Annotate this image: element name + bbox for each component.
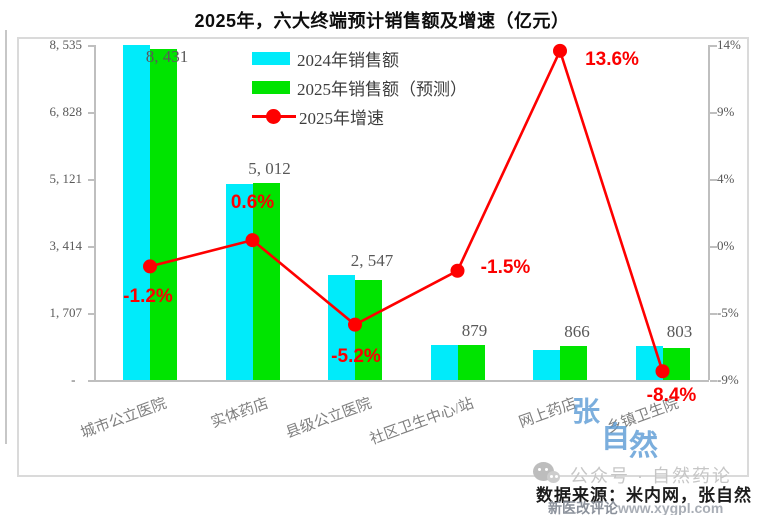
legend-item-growth: 2025年增速 [252, 102, 467, 131]
bar-value-label: 5, 012 [248, 159, 291, 179]
growth-point-1 [143, 259, 157, 274]
growth-value-label: -5.2% [331, 345, 381, 367]
right-axis-tick [710, 246, 717, 248]
legend-swatch-2024-icon [252, 52, 290, 65]
right-axis-tick-label: 0% [717, 238, 735, 253]
growth-point-3 [348, 317, 362, 332]
bar-value-label: 8, 431 [145, 47, 189, 66]
right-axis-tick [710, 112, 717, 114]
growth-value-label: -1.5% [480, 256, 531, 278]
y-axis-tick-label: 3, 414 [49, 238, 83, 253]
site-watermark: 新医改评论www.xygpl.com [548, 498, 723, 515]
legend-label-2024: 2024年销售额 [297, 51, 399, 70]
y-axis-tick-label: 6, 828 [49, 104, 83, 119]
legend-label-growth: 2025年增速 [299, 109, 384, 128]
chart-legend: 2024年销售额 2025年销售额（预测） 2025年增速 [252, 44, 467, 131]
bar-value-label: 2, 547 [350, 250, 394, 270]
bar-2025-4 [457, 345, 485, 380]
chart-title: 2025年，六大终端预计销售额及增速（亿元） [194, 11, 570, 31]
y-axis-tick-label: 1, 707 [49, 305, 83, 320]
right-axis-tick-label: -9% [717, 372, 739, 387]
y-axis-tick-label: 8, 535 [49, 37, 83, 52]
legend-swatch-2025-icon [252, 81, 290, 94]
watermark-blue-char-1: 张 [572, 397, 601, 428]
right-axis-tick-label: 4% [717, 171, 735, 186]
bar-2025-1 [150, 49, 177, 380]
bar-2024-2 [225, 184, 253, 380]
bar-2024-5 [533, 350, 560, 380]
y-axis-tick [88, 45, 95, 47]
right-axis-tick-label: 14% [717, 37, 741, 52]
y-axis-line [94, 45, 96, 380]
growth-value-label: -1.2% [123, 286, 173, 308]
bar-value-label: 879 [461, 320, 488, 340]
x-axis-line [94, 380, 709, 382]
y-axis-tick [88, 179, 95, 181]
growth-point-6 [655, 364, 670, 379]
legend-label-2025: 2025年销售额（预测） [297, 80, 467, 99]
right-axis-line [708, 45, 710, 380]
right-axis-tick [710, 380, 717, 382]
bar-value-label: 803 [666, 321, 693, 341]
right-axis-tick [710, 45, 717, 47]
right-axis-tick-label: 9% [717, 104, 735, 119]
y-axis-tick-label: - [71, 372, 82, 387]
growth-value-label: -8.4% [646, 385, 697, 407]
growth-point-5 [553, 43, 567, 58]
y-axis-tick [88, 246, 95, 248]
site-watermark-url: www.xygpl.com [618, 500, 724, 515]
data-source-note: 数据来源：米内网，张自然 [536, 486, 752, 505]
growth-point-2 [245, 233, 260, 248]
bar-2024-4 [430, 344, 458, 380]
watermark-blue-char-2: 自 [601, 422, 631, 454]
y-axis-tick [88, 112, 95, 114]
watermark-blue-char-3: 然 [629, 430, 659, 462]
window-edge-line [5, 30, 7, 444]
y-axis-tick [88, 313, 95, 315]
legend-item-2025: 2025年销售额（预测） [252, 73, 467, 102]
bar-2025-5 [560, 346, 587, 380]
growth-value-label: 13.6% [585, 48, 639, 70]
legend-line-marker-icon [252, 109, 296, 124]
wechat-icon [533, 462, 567, 486]
growth-line [149, 47, 664, 372]
wechat-watermark-text: 公众号 · 自然药论 [570, 466, 732, 486]
right-axis-tick [710, 313, 717, 315]
bar-value-label: 866 [564, 322, 590, 341]
growth-point-4 [450, 263, 465, 278]
y-axis-tick [88, 380, 95, 382]
bar-2025-2 [252, 183, 280, 380]
chart-frame [17, 37, 749, 477]
bar-2024-1 [123, 45, 150, 380]
site-watermark-name: 新医改评论 [548, 500, 618, 515]
legend-item-2024: 2024年销售额 [252, 44, 467, 73]
y-axis-tick-label: 5, 121 [49, 171, 83, 186]
growth-value-label: 0.6% [230, 192, 275, 214]
right-axis-tick [710, 179, 717, 181]
right-axis-tick-label: -5% [717, 305, 739, 320]
